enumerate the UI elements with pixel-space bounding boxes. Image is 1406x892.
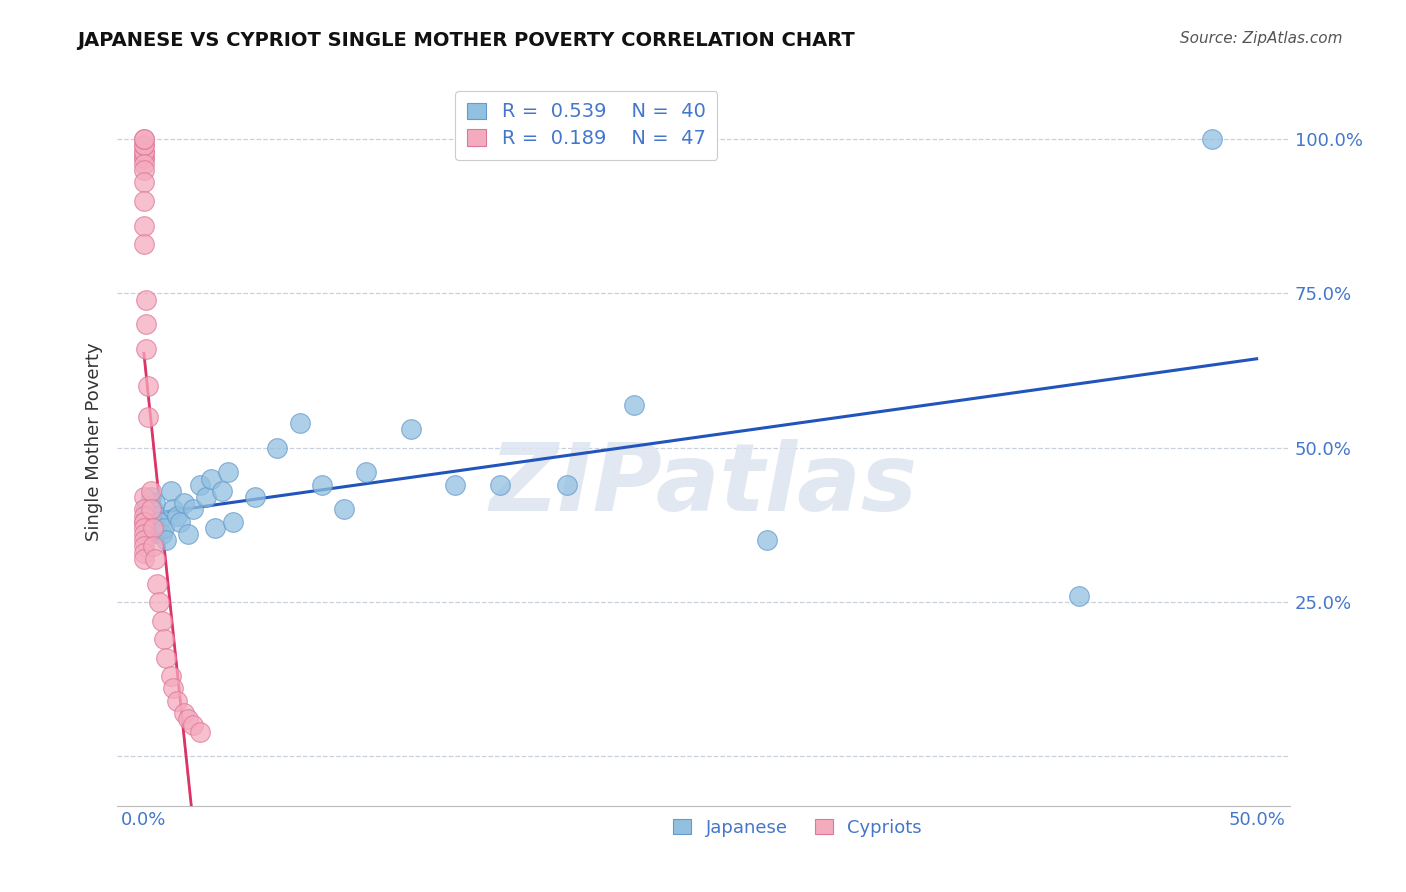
Point <box>139 490 162 504</box>
Point <box>188 724 211 739</box>
Point <box>756 533 779 548</box>
Point <box>217 466 239 480</box>
Point <box>166 694 188 708</box>
Point <box>173 706 195 720</box>
Point <box>132 237 155 252</box>
Point <box>138 521 160 535</box>
Point <box>139 527 162 541</box>
Point <box>266 441 288 455</box>
Point <box>222 515 245 529</box>
Point <box>150 614 173 628</box>
Point <box>243 490 266 504</box>
Point <box>148 515 170 529</box>
Point <box>399 422 422 436</box>
Point <box>150 527 173 541</box>
Point <box>162 681 184 696</box>
Point <box>211 483 233 498</box>
Point <box>132 515 155 529</box>
Point <box>139 502 162 516</box>
Legend: Japanese, Cypriots: Japanese, Cypriots <box>666 812 929 844</box>
Point <box>142 540 165 554</box>
Point <box>139 483 162 498</box>
Point <box>132 145 155 159</box>
Point <box>132 175 155 189</box>
Text: Source: ZipAtlas.com: Source: ZipAtlas.com <box>1180 31 1343 46</box>
Point <box>181 502 204 516</box>
Point <box>132 490 155 504</box>
Point <box>155 650 177 665</box>
Point <box>132 132 155 146</box>
Point <box>356 466 378 480</box>
Point <box>333 502 356 516</box>
Point <box>153 521 176 535</box>
Point <box>200 472 222 486</box>
Point <box>135 515 157 529</box>
Point <box>146 576 169 591</box>
Point <box>132 515 155 529</box>
Point <box>188 477 211 491</box>
Point <box>132 540 155 554</box>
Point <box>166 508 188 523</box>
Point <box>181 718 204 732</box>
Point <box>135 318 157 332</box>
Point <box>555 477 578 491</box>
Text: ZIPatlas: ZIPatlas <box>489 439 918 532</box>
Point <box>132 546 155 560</box>
Y-axis label: Single Mother Poverty: Single Mother Poverty <box>86 343 103 541</box>
Point <box>177 527 200 541</box>
Point <box>138 379 160 393</box>
Point <box>153 632 176 646</box>
Point <box>169 515 191 529</box>
Point <box>444 477 467 491</box>
Point <box>132 533 155 548</box>
Point <box>177 712 200 726</box>
Point <box>132 151 155 165</box>
Point <box>623 398 645 412</box>
Point <box>311 477 333 491</box>
Point <box>159 483 181 498</box>
Point <box>204 521 226 535</box>
Point <box>1067 589 1090 603</box>
Point <box>132 132 155 146</box>
Point <box>173 496 195 510</box>
Point <box>143 551 166 566</box>
Point <box>143 496 166 510</box>
Point <box>132 157 155 171</box>
Point <box>1201 132 1223 146</box>
Point <box>132 138 155 153</box>
Point <box>148 595 170 609</box>
Point <box>132 145 155 159</box>
Point <box>135 502 157 516</box>
Point <box>155 533 177 548</box>
Point <box>142 521 165 535</box>
Point <box>195 490 218 504</box>
Point <box>142 502 165 516</box>
Point <box>288 416 311 430</box>
Text: JAPANESE VS CYPRIOT SINGLE MOTHER POVERTY CORRELATION CHART: JAPANESE VS CYPRIOT SINGLE MOTHER POVERT… <box>77 31 855 50</box>
Point <box>132 551 155 566</box>
Point <box>132 521 155 535</box>
Point <box>489 477 512 491</box>
Point <box>135 342 157 356</box>
Point <box>132 508 155 523</box>
Point <box>159 669 181 683</box>
Point <box>132 151 155 165</box>
Point <box>132 163 155 178</box>
Point <box>138 409 160 424</box>
Point <box>132 138 155 153</box>
Point <box>132 502 155 516</box>
Point <box>135 293 157 307</box>
Point <box>162 502 184 516</box>
Point <box>132 527 155 541</box>
Point <box>132 219 155 233</box>
Point <box>146 508 169 523</box>
Point <box>132 194 155 208</box>
